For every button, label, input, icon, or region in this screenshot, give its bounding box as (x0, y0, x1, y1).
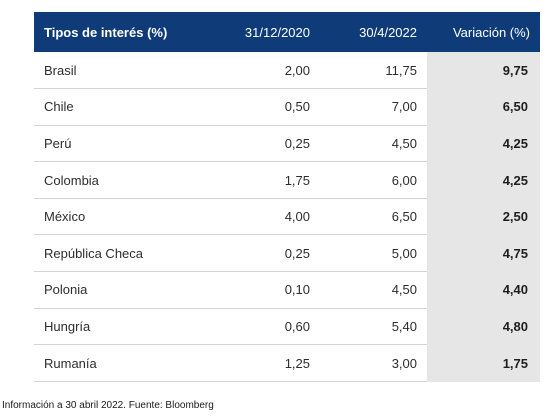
variation-cell: 4,40 (427, 271, 540, 309)
country-cell: Brasil (34, 52, 216, 90)
table-body: Brasil 2,00 11,75 9,75 Chile 0,50 7,00 6… (34, 52, 540, 382)
table-row: Polonia 0,10 4,50 4,40 (34, 271, 540, 309)
variation-cell: 6,50 (427, 88, 540, 126)
source-footnote: Información a 30 abril 2022. Fuente: Blo… (2, 400, 214, 411)
header-date-2020: 31/12/2020 (244, 24, 310, 40)
header-variation: Variación (%) (452, 24, 530, 40)
country-cell: Hungría (34, 308, 216, 346)
table-row: República Checa 0,25 5,00 4,75 (34, 234, 540, 273)
country-cell: Rumanía (34, 344, 216, 382)
table-row: Hungría 0,60 5,40 4,80 (34, 308, 540, 346)
rate-2020-cell: 2,00 (216, 52, 320, 90)
rate-2022-cell: 7,00 (320, 88, 427, 126)
rate-2020-cell: 0,10 (216, 271, 320, 309)
table-row: Perú 0,25 4,50 4,25 (34, 125, 540, 163)
variation-cell: 4,25 (427, 125, 540, 163)
table-row: México 4,00 6,50 2,50 (34, 198, 540, 236)
rate-2020-cell: 1,75 (216, 161, 320, 199)
interest-rates-table: Tipos de interés (%) 31/12/2020 30/4/202… (34, 12, 540, 382)
country-cell: Chile (34, 88, 216, 126)
rate-2020-cell: 0,25 (216, 234, 320, 273)
country-cell: Perú (34, 125, 216, 163)
header-date-2022: 30/4/2022 (359, 24, 417, 40)
rate-2020-cell: 0,60 (216, 308, 320, 346)
rate-2020-cell: 4,00 (216, 198, 320, 236)
rate-2022-cell: 4,50 (320, 125, 427, 163)
variation-cell: 4,75 (427, 234, 540, 273)
variation-cell: 2,50 (427, 198, 540, 236)
rate-2022-cell: 6,50 (320, 198, 427, 236)
interest-rates-table-container: Tipos de interés (%) 31/12/2020 30/4/202… (34, 12, 540, 382)
table-row: Colombia 1,75 6,00 4,25 (34, 161, 540, 199)
variation-cell: 4,80 (427, 308, 540, 346)
table-row: Brasil 2,00 11,75 9,75 (34, 52, 540, 90)
table-row: Rumanía 1,25 3,00 1,75 (34, 344, 540, 382)
rate-2020-cell: 0,25 (216, 125, 320, 163)
country-cell: Colombia (34, 161, 216, 199)
variation-cell: 1,75 (427, 344, 540, 382)
rate-2022-cell: 6,00 (320, 161, 427, 199)
variation-cell: 9,75 (427, 52, 540, 90)
rate-2022-cell: 3,00 (320, 344, 427, 382)
rate-2022-cell: 11,75 (320, 52, 427, 90)
table-header: Tipos de interés (%) 31/12/2020 30/4/202… (34, 12, 540, 52)
rate-2022-cell: 5,00 (320, 234, 427, 273)
country-cell: Polonia (34, 271, 216, 309)
country-cell: República Checa (34, 234, 216, 273)
rate-2022-cell: 5,40 (320, 308, 427, 346)
rate-2020-cell: 1,25 (216, 344, 320, 382)
table-row: Chile 0,50 7,00 6,50 (34, 88, 540, 126)
rate-2020-cell: 0,50 (216, 88, 320, 126)
header-row: Tipos de interés (%) 31/12/2020 30/4/202… (34, 12, 540, 52)
rate-2022-cell: 4,50 (320, 271, 427, 309)
country-cell: México (34, 198, 216, 236)
header-interest-rates: Tipos de interés (%) (44, 24, 168, 40)
variation-cell: 4,25 (427, 161, 540, 199)
